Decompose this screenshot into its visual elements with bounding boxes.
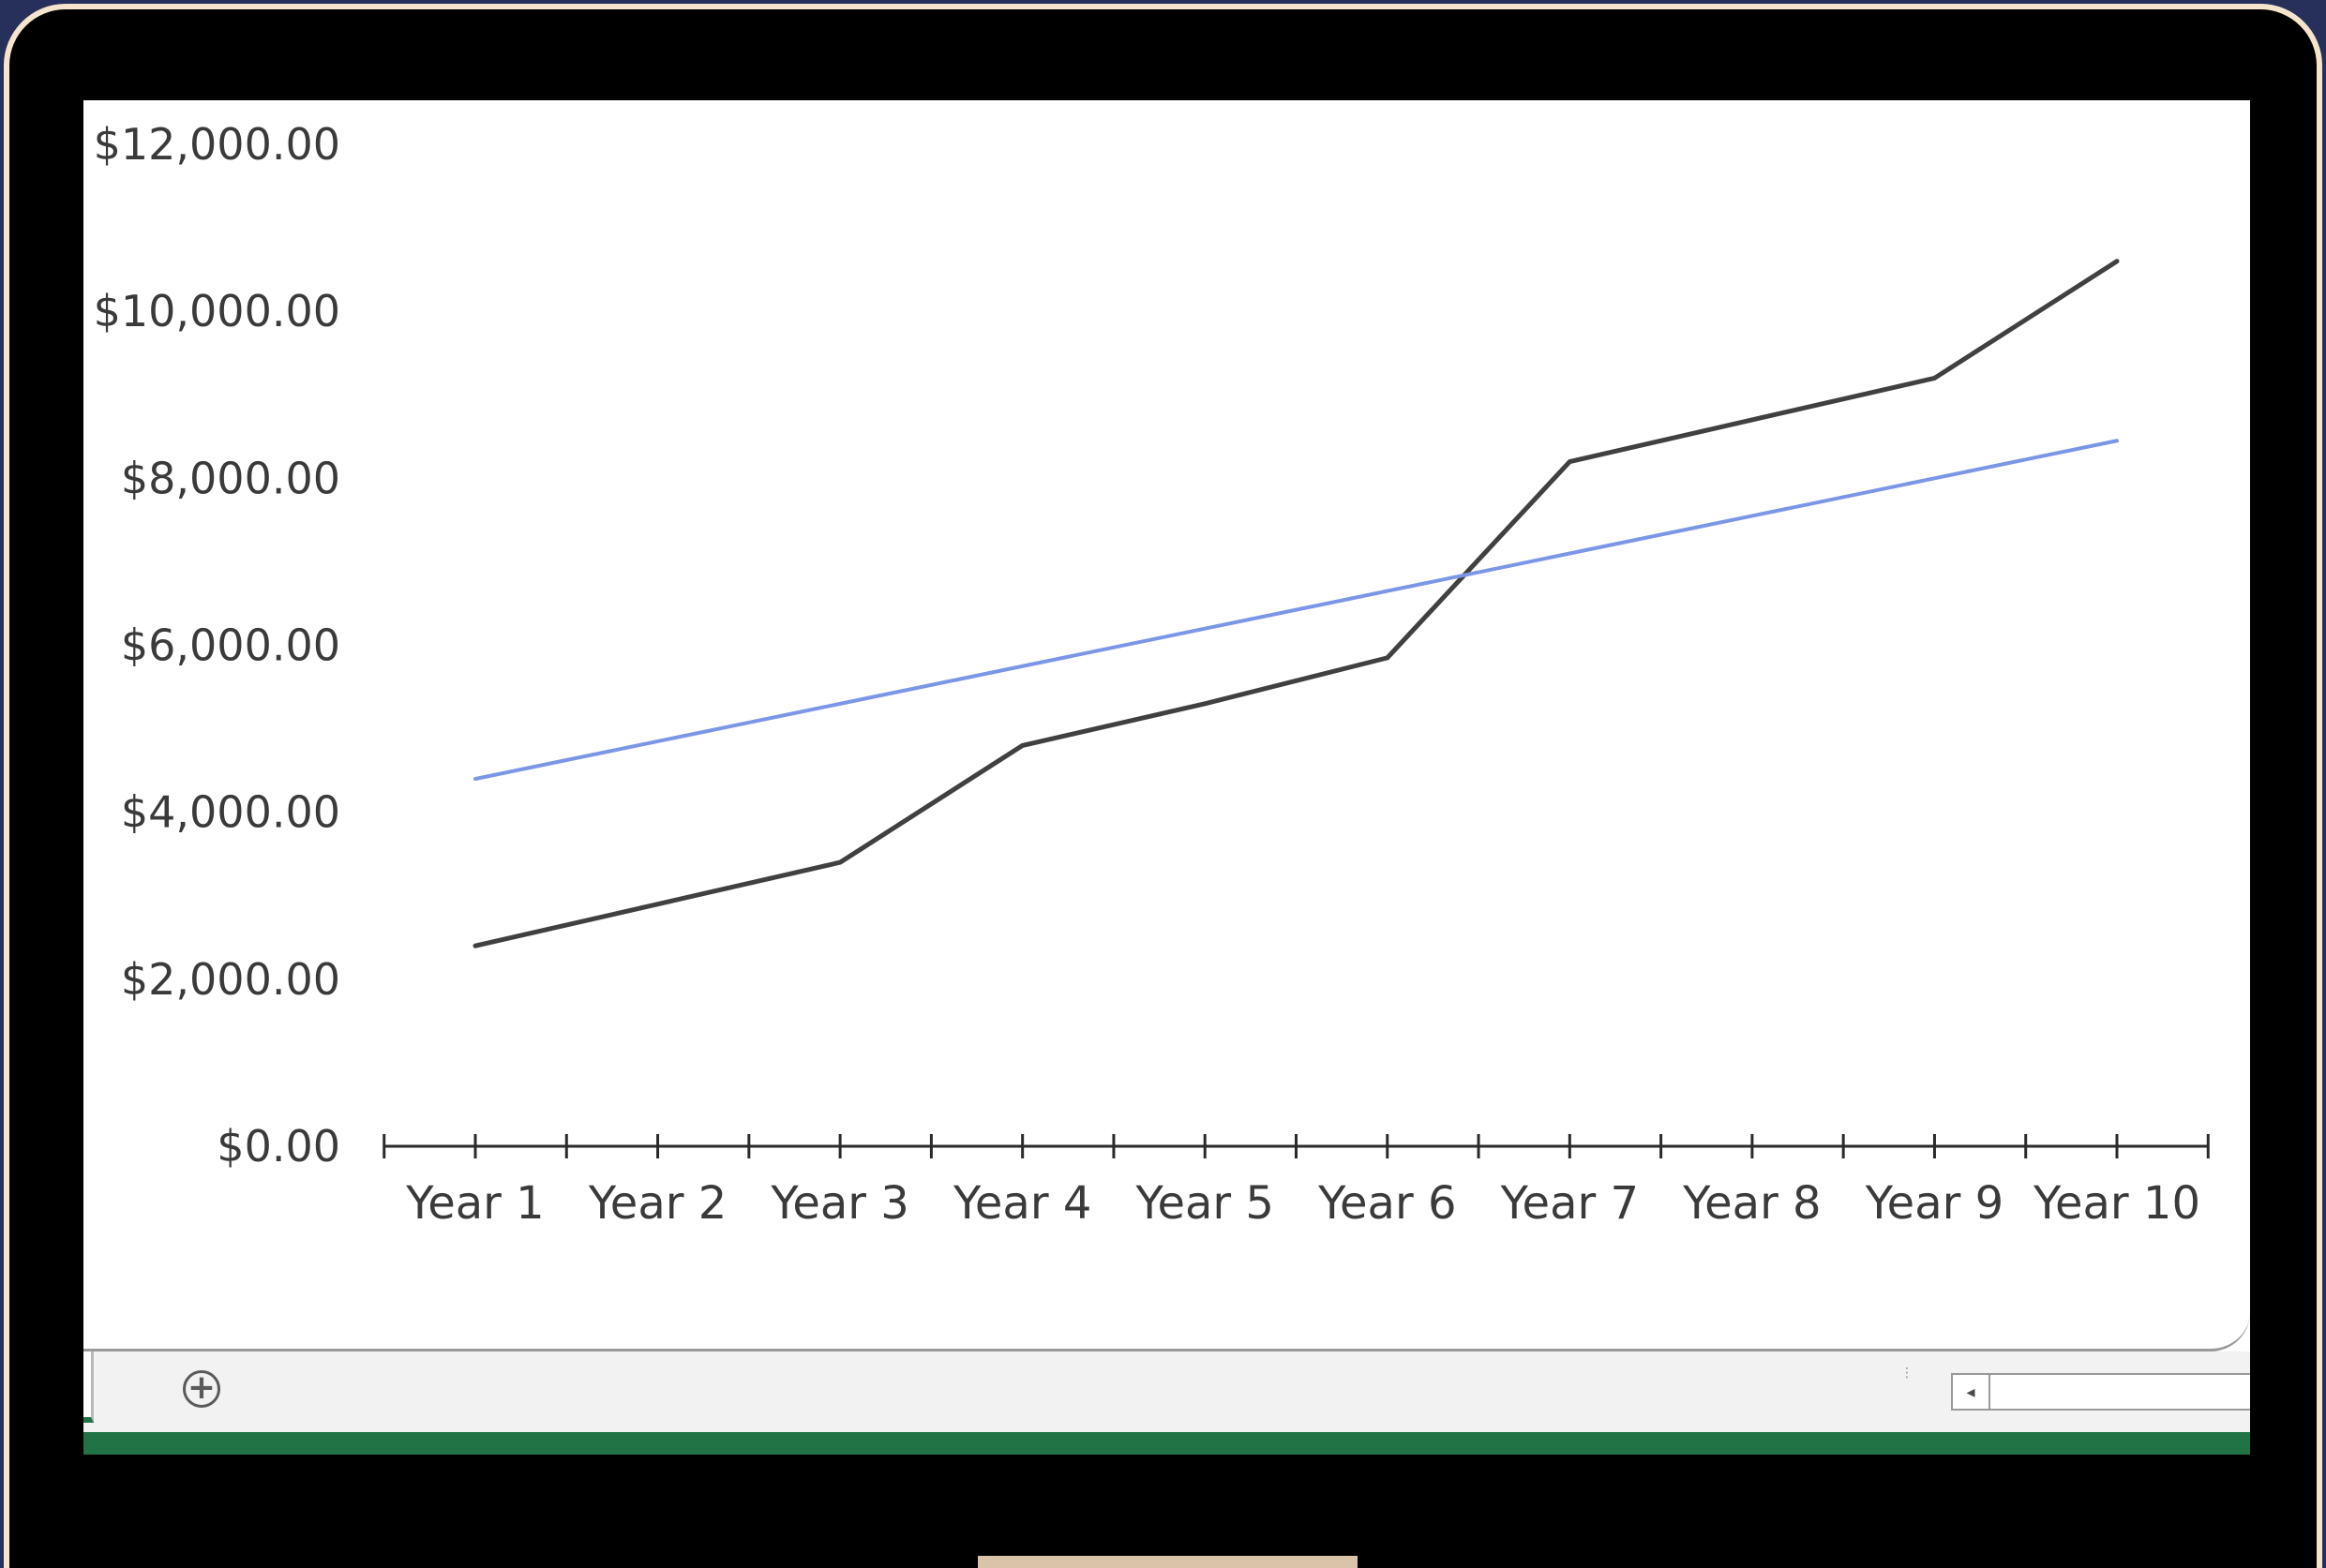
vertical-dots-icon[interactable]: ⋮ <box>1900 1366 1913 1381</box>
plus-circle-icon[interactable]: + <box>183 1370 220 1408</box>
x-tick-label: Year 4 <box>953 1177 1091 1230</box>
series-line-2 <box>473 439 2119 782</box>
x-tick-label: Year 8 <box>1682 1177 1821 1230</box>
x-tick-label: Year 6 <box>1317 1177 1456 1230</box>
x-tick-label: Year 9 <box>1865 1177 2003 1230</box>
excel-window: $0.00 $2,000.00 $4,000.00 $6,000.00 $8,000.0… <box>83 100 2250 1455</box>
horizontal-scrollbar[interactable]: ◂ <box>1951 1373 2250 1411</box>
x-tick-label: Year 10 <box>2033 1177 2200 1230</box>
x-tick-label: Year 7 <box>1500 1177 1639 1230</box>
line-chart[interactable]: $0.00 $2,000.00 $4,000.00 $6,000.00 $8,000.0… <box>83 100 2250 1349</box>
y-tick-label: $8,000.00 <box>121 453 340 503</box>
y-tick-label: $10,000.00 <box>94 286 340 336</box>
x-tick-label: Year 2 <box>588 1177 727 1230</box>
chart-area[interactable]: $0.00 $2,000.00 $4,000.00 $6,000.00 $8,000.0… <box>83 100 2250 1351</box>
status-bar <box>83 1432 2250 1455</box>
triangle-left-icon[interactable]: ◂ <box>1953 1375 1990 1409</box>
y-tick-label: $12,000.00 <box>94 119 340 170</box>
series-line-1 <box>473 259 2120 948</box>
sheet-tab-bar: + ⋮ ◂ <box>83 1351 2250 1432</box>
y-tick-label: $2,000.00 <box>121 954 340 1005</box>
y-tick-label: $0.00 <box>217 1121 340 1172</box>
monitor-stand <box>978 1556 1358 1568</box>
x-tick-label: Year 5 <box>1135 1177 1274 1230</box>
x-tick-label: Year 3 <box>770 1177 908 1230</box>
sheet-tab[interactable] <box>83 1351 94 1423</box>
y-tick-label: $4,000.00 <box>121 787 340 838</box>
y-tick-label: $6,000.00 <box>121 620 340 671</box>
x-tick-label: Year 1 <box>405 1177 544 1230</box>
